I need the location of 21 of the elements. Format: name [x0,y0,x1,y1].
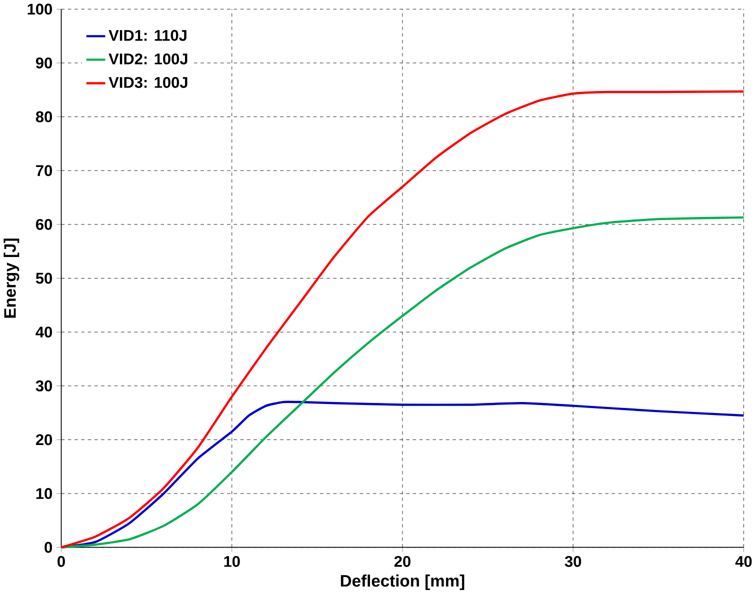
y-tick-label: 40 [36,326,52,338]
y-tick-label: 80 [36,111,52,122]
x-tick-label: 0 [58,556,65,568]
y-tick-label: 100 [28,4,52,15]
legend-label: VID3: 100J [108,77,188,88]
x-tick-label: 30 [564,556,582,568]
y-tick-label: 0 [44,542,52,553]
x-tick-label: 40 [735,556,752,568]
y-tick-label: 30 [36,380,52,392]
y-tick-label: 20 [36,434,52,446]
legend-label: VID2: 100J [108,54,188,65]
y-tick-label: 70 [36,165,52,176]
y-axis-title: Energy [J] [4,238,20,318]
x-tick-label: 20 [394,556,410,568]
y-tick-label: 90 [36,58,52,69]
x-axis-title: Deflection [mm] [340,574,464,590]
y-tick-label: 60 [36,219,52,230]
y-tick-label: 10 [36,488,52,500]
y-tick-label: 50 [36,272,52,284]
x-tick-label: 10 [224,556,240,568]
legend-label: VID1: 110J [108,30,186,42]
